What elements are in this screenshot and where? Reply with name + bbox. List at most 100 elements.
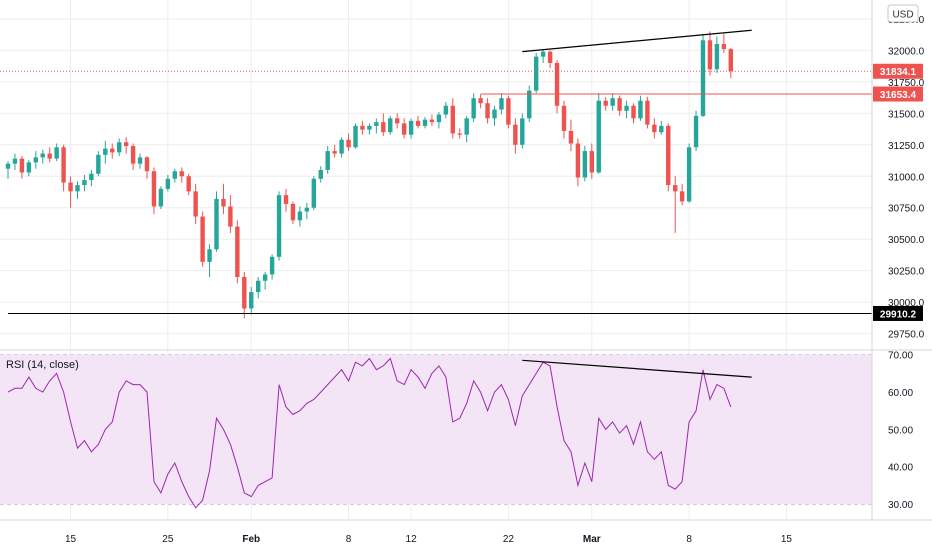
candle-body bbox=[214, 198, 219, 250]
candle bbox=[707, 31, 713, 76]
candle bbox=[443, 101, 449, 119]
rsi-y-tick-label: 60.00 bbox=[888, 388, 913, 399]
candle bbox=[721, 33, 727, 53]
candle bbox=[547, 50, 553, 68]
candle-body bbox=[638, 100, 643, 119]
candle-body bbox=[123, 142, 129, 147]
level-price-tag-bg bbox=[873, 305, 923, 321]
candle-body bbox=[249, 292, 254, 309]
level-price-tag-label: 31653.4 bbox=[880, 90, 917, 101]
candle-body bbox=[617, 98, 622, 111]
candle bbox=[311, 176, 316, 211]
rsi-band bbox=[0, 354, 872, 505]
candle bbox=[103, 141, 108, 164]
candle-body bbox=[242, 276, 247, 309]
candle-body bbox=[26, 162, 32, 173]
candle bbox=[561, 100, 567, 139]
candle-body bbox=[561, 105, 567, 131]
candle-body bbox=[457, 133, 462, 135]
candle bbox=[388, 115, 393, 135]
candle-body bbox=[408, 120, 414, 135]
candle bbox=[714, 36, 720, 74]
candle bbox=[214, 191, 219, 252]
candle bbox=[165, 175, 171, 192]
candle-body bbox=[554, 62, 560, 106]
x-tick-label: Feb bbox=[242, 534, 260, 545]
candle-body bbox=[714, 44, 720, 70]
last-price-tag-label: 31834.1 bbox=[880, 67, 917, 78]
price-trend-line bbox=[522, 29, 752, 53]
candle-body bbox=[381, 122, 386, 133]
rsi-y-ticks: 30.00 40.00 50.00 60.00 70.00 bbox=[888, 351, 913, 511]
candle bbox=[89, 169, 94, 187]
candle-body bbox=[256, 280, 261, 293]
candle-body bbox=[360, 125, 365, 130]
candle bbox=[346, 133, 351, 152]
candle bbox=[568, 119, 574, 152]
candle-body bbox=[339, 139, 344, 154]
candle bbox=[96, 151, 101, 177]
candle bbox=[283, 188, 289, 212]
candle-body bbox=[679, 191, 685, 202]
candle-body bbox=[610, 98, 615, 106]
candle-body bbox=[422, 119, 428, 126]
candle bbox=[68, 176, 73, 208]
candle bbox=[478, 94, 483, 109]
candle bbox=[492, 105, 497, 126]
candle-body bbox=[332, 151, 337, 154]
candle bbox=[527, 85, 532, 123]
candle bbox=[117, 138, 122, 157]
candle-body bbox=[506, 98, 511, 125]
x-tick-label: 8 bbox=[686, 534, 692, 545]
candle bbox=[40, 149, 45, 164]
candle-body bbox=[290, 203, 296, 221]
candle-body bbox=[645, 100, 650, 125]
candle bbox=[485, 98, 490, 124]
candle bbox=[110, 143, 115, 159]
last-price-tag: 31834.1 bbox=[873, 63, 923, 79]
candle bbox=[186, 173, 191, 196]
x-tick-label: 15 bbox=[65, 534, 77, 545]
candle-body bbox=[395, 118, 400, 124]
candle bbox=[200, 211, 205, 267]
candle-body bbox=[700, 40, 706, 116]
currency-label: USD bbox=[892, 10, 913, 21]
candle-body bbox=[436, 114, 442, 123]
candle bbox=[638, 95, 643, 121]
candle-body bbox=[12, 158, 18, 164]
candle bbox=[554, 60, 560, 114]
candle-body bbox=[110, 148, 115, 153]
candle bbox=[686, 143, 692, 203]
candle bbox=[82, 175, 87, 192]
candle-body bbox=[367, 125, 372, 130]
candle bbox=[693, 110, 699, 152]
level-price-tag-bg bbox=[873, 86, 923, 102]
candle-body bbox=[5, 163, 11, 169]
candle-body bbox=[276, 195, 282, 257]
candle-body bbox=[47, 153, 52, 159]
candle-body bbox=[721, 44, 727, 50]
candle bbox=[172, 168, 177, 183]
candle-body bbox=[575, 143, 581, 178]
candle bbox=[26, 159, 32, 177]
candle bbox=[144, 156, 150, 179]
candle-body bbox=[707, 40, 713, 70]
candle bbox=[19, 156, 25, 179]
candle-body bbox=[318, 169, 323, 179]
candle bbox=[249, 287, 254, 315]
candle bbox=[221, 183, 226, 215]
currency-button[interactable]: USD bbox=[887, 4, 919, 23]
candle-body bbox=[228, 206, 233, 227]
candle-body bbox=[534, 56, 539, 91]
candle-body bbox=[547, 51, 553, 63]
candle bbox=[596, 93, 601, 174]
candle bbox=[422, 117, 428, 129]
candle-body bbox=[165, 178, 171, 189]
level-price-tag: 29910.2 bbox=[873, 305, 923, 321]
candle bbox=[624, 100, 629, 119]
x-tick-label: 25 bbox=[162, 534, 174, 545]
candle bbox=[269, 254, 275, 280]
candle-body bbox=[103, 148, 108, 155]
candle-body bbox=[388, 118, 393, 133]
